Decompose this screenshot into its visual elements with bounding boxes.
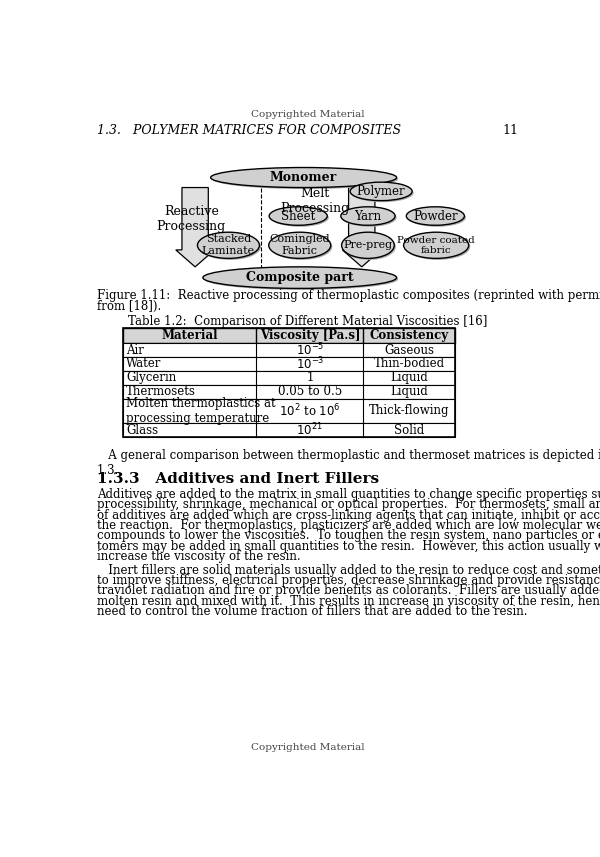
Text: Additives are added to the matrix in small quantities to change specific propert: Additives are added to the matrix in sma… (97, 488, 600, 500)
FancyBboxPatch shape (123, 343, 455, 357)
Text: increase the viscosity of the resin.: increase the viscosity of the resin. (97, 550, 301, 563)
Ellipse shape (197, 232, 259, 258)
Text: processibility, shrinkage, mechanical or optical properties.  For thermosets, sm: processibility, shrinkage, mechanical or… (97, 498, 600, 512)
Ellipse shape (343, 208, 397, 227)
Ellipse shape (406, 207, 464, 225)
Ellipse shape (203, 267, 397, 289)
FancyBboxPatch shape (123, 327, 455, 343)
Text: 1: 1 (306, 371, 314, 384)
Text: 1.3.   POLYMER MATRICES FOR COMPOSITES: 1.3. POLYMER MATRICES FOR COMPOSITES (97, 123, 401, 136)
Text: of additives are added which are cross-linking agents that can initiate, inhibit: of additives are added which are cross-l… (97, 509, 600, 522)
Text: $10^{-3}$: $10^{-3}$ (296, 356, 324, 372)
Text: Glycerin: Glycerin (126, 371, 176, 384)
Text: to improve stiffness, electrical properties, decrease shrinkage and provide resi: to improve stiffness, electrical propert… (97, 574, 600, 587)
Text: $10^2$ to $10^6$: $10^2$ to $10^6$ (279, 403, 341, 419)
Text: Monomer: Monomer (270, 171, 337, 184)
Text: the reaction.  For thermoplastics, plasticizers are added which are low molecula: the reaction. For thermoplastics, plasti… (97, 519, 600, 532)
Ellipse shape (352, 183, 413, 202)
Text: Powder coated
fabric: Powder coated fabric (397, 236, 475, 255)
Text: Yarn: Yarn (355, 209, 382, 223)
Text: Material: Material (161, 329, 218, 342)
Ellipse shape (341, 207, 395, 225)
Text: Table 1.2:  Comparison of Different Material Viscosities [16]: Table 1.2: Comparison of Different Mater… (128, 315, 487, 327)
Text: compounds to lower the viscosities.  To toughen the resin system, nano particles: compounds to lower the viscosities. To t… (97, 530, 600, 542)
Text: Liquid: Liquid (390, 385, 428, 399)
Text: from [18]).: from [18]). (97, 300, 161, 313)
Ellipse shape (199, 234, 261, 260)
Text: Powder: Powder (413, 209, 458, 223)
Text: Thermosets: Thermosets (126, 385, 196, 399)
Text: molten resin and mixed with it.  This results in increase in viscosity of the re: molten resin and mixed with it. This res… (97, 595, 600, 608)
Ellipse shape (405, 234, 470, 260)
Ellipse shape (408, 208, 466, 227)
Text: Air: Air (126, 344, 144, 357)
Text: Consistency: Consistency (370, 329, 449, 342)
Text: Copyrighted Material: Copyrighted Material (251, 743, 364, 752)
Ellipse shape (343, 234, 396, 260)
Text: Viscosity [Pa.s]: Viscosity [Pa.s] (260, 329, 360, 342)
Text: Copyrighted Material: Copyrighted Material (251, 110, 364, 119)
Ellipse shape (269, 232, 331, 258)
Ellipse shape (404, 232, 469, 258)
Text: Sheet: Sheet (281, 209, 316, 223)
Text: 0.05 to 0.5: 0.05 to 0.5 (278, 385, 342, 399)
Text: $10^{21}$: $10^{21}$ (296, 422, 323, 439)
Ellipse shape (271, 234, 332, 260)
Text: Melt
Processing: Melt Processing (281, 187, 350, 214)
FancyArrow shape (176, 188, 215, 267)
Text: Pre-preg: Pre-preg (343, 240, 392, 250)
Text: Molten thermoplastics at
processing temperature: Molten thermoplastics at processing temp… (126, 397, 276, 425)
Text: Thin-bodied: Thin-bodied (373, 357, 445, 370)
Text: Reactive
Processing: Reactive Processing (157, 206, 226, 233)
Text: Polymer: Polymer (357, 185, 406, 198)
Text: Solid: Solid (394, 423, 424, 436)
Text: Comingled
Fabric: Comingled Fabric (269, 235, 330, 256)
Text: $10^{-5}$: $10^{-5}$ (296, 342, 324, 358)
Ellipse shape (269, 207, 327, 225)
Text: Inert fillers are solid materials usually added to the resin to reduce cost and : Inert fillers are solid materials usuall… (97, 564, 600, 577)
Ellipse shape (205, 268, 398, 290)
Text: A general comparison between thermoplastic and thermoset matrices is depicted in: A general comparison between thermoplast… (97, 449, 600, 477)
Ellipse shape (341, 232, 394, 258)
Text: tomers may be added in small quantities to the resin.  However, this action usua: tomers may be added in small quantities … (97, 540, 600, 553)
Text: need to control the volume fraction of fillers that are added to the resin.: need to control the volume fraction of f… (97, 605, 527, 618)
FancyBboxPatch shape (123, 357, 455, 371)
Text: 11: 11 (502, 123, 518, 136)
Text: Glass: Glass (126, 423, 158, 436)
Text: Liquid: Liquid (390, 371, 428, 384)
Text: traviolet radiation and fire or provide benefits as colorants.  Fillers are usua: traviolet radiation and fire or provide … (97, 584, 600, 597)
Text: Gaseous: Gaseous (384, 344, 434, 357)
Ellipse shape (271, 208, 329, 227)
FancyBboxPatch shape (123, 371, 455, 385)
Ellipse shape (350, 183, 412, 201)
Text: Stacked
Laminate: Stacked Laminate (202, 235, 255, 256)
Text: Thick-flowing: Thick-flowing (369, 405, 449, 417)
FancyArrow shape (343, 188, 381, 267)
FancyBboxPatch shape (123, 385, 455, 399)
Text: 1.3.3   Additives and Inert Fillers: 1.3.3 Additives and Inert Fillers (97, 472, 379, 487)
FancyBboxPatch shape (123, 423, 455, 437)
FancyBboxPatch shape (123, 399, 455, 423)
Ellipse shape (211, 167, 397, 188)
Text: Water: Water (126, 357, 161, 370)
Text: Figure 1.11:  Reactive processing of thermoplastic composites (reprinted with pe: Figure 1.11: Reactive processing of ther… (97, 289, 600, 303)
Ellipse shape (212, 169, 398, 189)
Text: Composite part: Composite part (246, 271, 353, 285)
